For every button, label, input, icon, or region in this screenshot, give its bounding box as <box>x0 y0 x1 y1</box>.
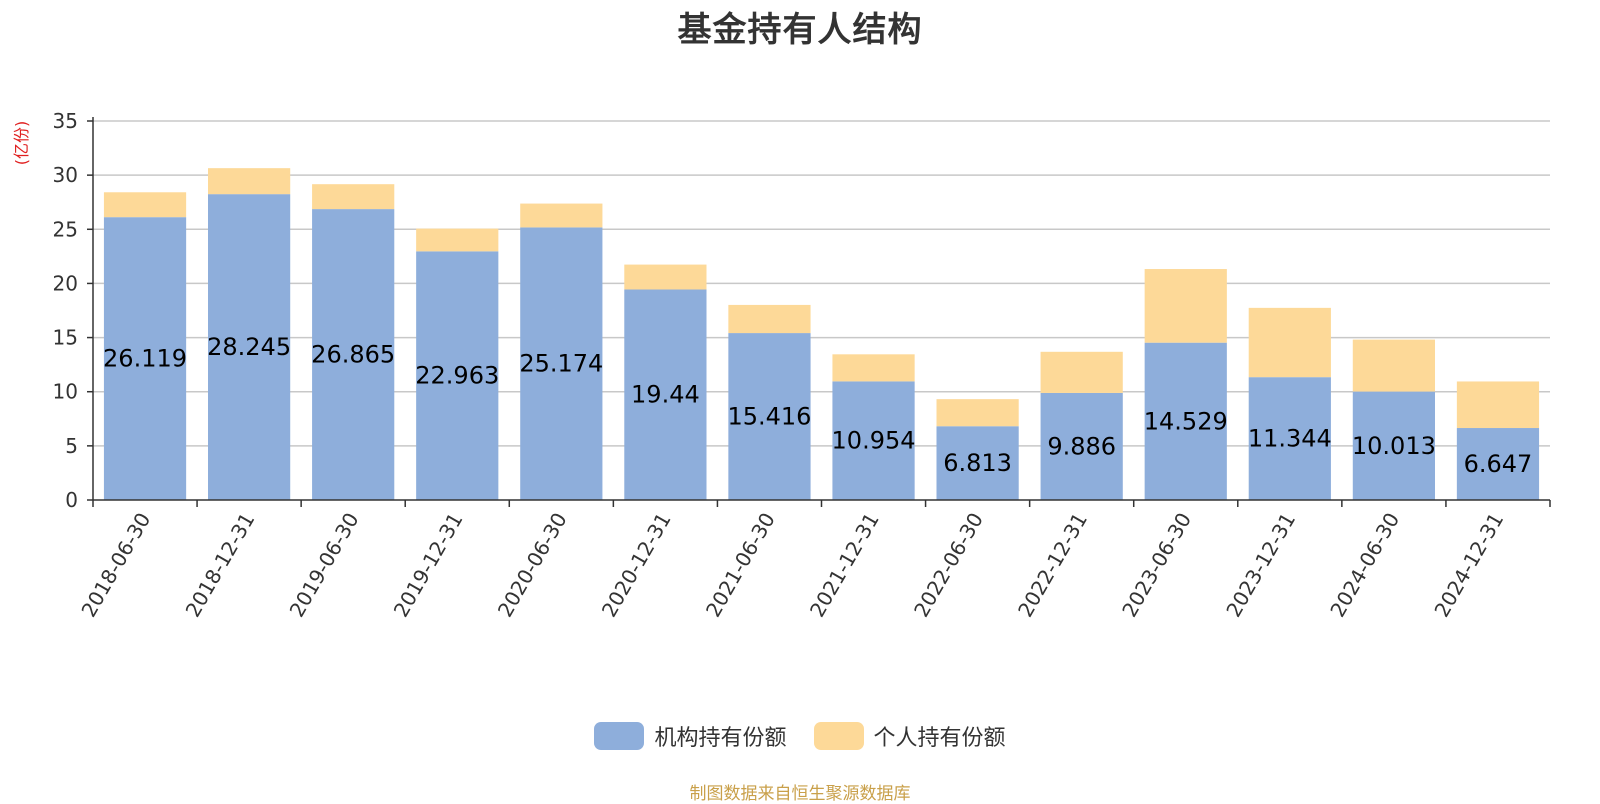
bar-institutional <box>520 227 603 500</box>
x-tick-label: 2024-12-31 <box>1429 509 1508 622</box>
y-axis-unit-label: (亿份) <box>12 121 31 166</box>
bar-institutional <box>936 426 1019 500</box>
chart-title: 基金持有人结构 <box>677 10 923 50</box>
x-tick-label: 2021-12-31 <box>805 509 884 622</box>
bar-institutional <box>1144 342 1227 500</box>
bar-institutional <box>103 217 187 500</box>
y-tick-label: 15 <box>53 326 78 350</box>
bar-institutional <box>1456 428 1540 500</box>
bar-individual <box>520 203 603 228</box>
y-tick-label: 25 <box>53 217 78 241</box>
legend-label-individual: 个人持有份额 <box>873 726 1006 751</box>
bar-institutional <box>624 289 707 500</box>
data-label: 28.245 <box>207 333 291 361</box>
y-tick-label: 30 <box>53 163 78 187</box>
bar-institutional <box>1040 392 1123 500</box>
data-label: 10.954 <box>832 427 916 455</box>
x-tick-label: 2018-12-31 <box>181 509 260 622</box>
y-tick-label: 0 <box>65 488 78 512</box>
data-label: 19.44 <box>631 381 700 409</box>
x-tick-label: 2020-12-31 <box>597 509 676 622</box>
bar-institutional <box>1248 377 1331 500</box>
data-label: 15.416 <box>727 403 811 431</box>
bar-individual <box>728 304 811 334</box>
data-label: 11.344 <box>1248 425 1332 453</box>
bar-institutional <box>312 209 395 500</box>
x-tick-label: 2019-06-30 <box>285 509 364 622</box>
bar-individual <box>207 168 291 195</box>
data-label: 6.647 <box>1464 450 1533 478</box>
bar-individual <box>1456 381 1540 429</box>
bar-individual <box>936 399 1019 427</box>
data-label: 25.174 <box>519 350 603 378</box>
y-tick-label: 10 <box>53 380 78 404</box>
bar-individual <box>416 228 499 252</box>
bar-individual <box>1352 339 1436 392</box>
bar-institutional <box>1352 391 1436 500</box>
data-label: 6.813 <box>943 449 1012 477</box>
bar-individual <box>832 354 915 382</box>
data-label: 9.886 <box>1047 432 1116 460</box>
y-tick-label: 20 <box>53 271 78 295</box>
x-tick-label: 2022-12-31 <box>1013 509 1092 622</box>
legend-swatch-institutional <box>594 722 645 750</box>
y-tick-label: 35 <box>53 109 78 133</box>
legend-item-individual[interactable]: 个人持有份额 <box>813 720 1006 752</box>
x-tick-label: 2019-12-31 <box>389 509 468 622</box>
bar-institutional <box>416 251 499 500</box>
bar-individual <box>103 192 187 218</box>
legend-swatch-individual <box>813 722 864 750</box>
bar-individual <box>1040 351 1123 393</box>
bar-institutional <box>207 194 291 500</box>
bar-institutional <box>728 333 811 500</box>
bar-individual <box>624 264 707 290</box>
x-tick-label: 2021-06-30 <box>701 509 780 622</box>
data-label: 26.865 <box>311 341 395 369</box>
data-label: 26.119 <box>103 345 187 373</box>
x-tick-label: 2024-06-30 <box>1325 509 1404 622</box>
legend-label-institutional: 机构持有份额 <box>654 726 787 751</box>
x-tick-label: 2023-06-30 <box>1117 509 1196 622</box>
bar-individual <box>1144 269 1227 343</box>
data-label: 10.013 <box>1352 432 1436 460</box>
data-source-note: 制图数据来自恒生聚源数据库 <box>689 784 911 804</box>
legend-item-institutional[interactable]: 机构持有份额 <box>594 720 787 752</box>
bar-individual <box>312 184 395 210</box>
bar-individual <box>1248 307 1331 378</box>
data-label: 14.529 <box>1144 407 1228 435</box>
x-tick-label: 2022-06-30 <box>909 509 988 622</box>
x-tick-label: 2018-06-30 <box>76 509 155 622</box>
bar-institutional <box>832 381 915 500</box>
x-tick-label: 2023-12-31 <box>1221 509 1300 622</box>
data-label: 22.963 <box>415 362 499 390</box>
x-tick-label: 2020-06-30 <box>493 509 572 622</box>
y-tick-label: 5 <box>65 434 78 458</box>
legend: 机构持有份额 个人持有份额 <box>0 720 1600 756</box>
